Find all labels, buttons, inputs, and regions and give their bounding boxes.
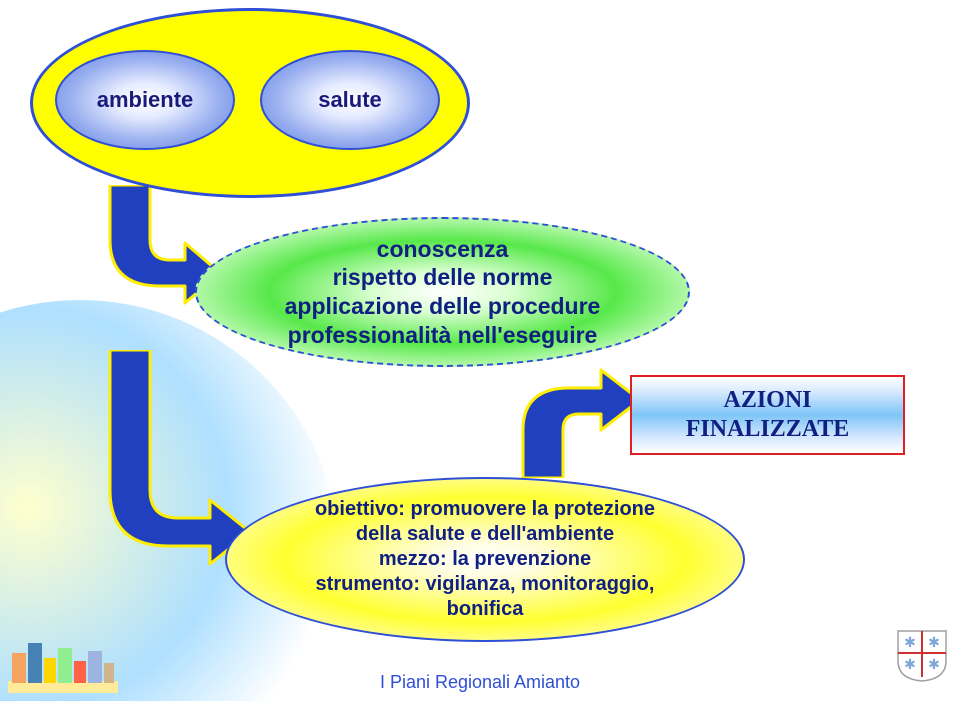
cityscape-icon [8, 633, 118, 693]
obj-line5: bonifica [447, 597, 524, 622]
emblem-icon: ✱ ✱ ✱ ✱ [894, 627, 950, 683]
dashed-line2: rispetto delle norme [333, 263, 553, 292]
svg-text:✱: ✱ [904, 656, 916, 672]
obj-line2: della salute e dell'ambiente [356, 522, 614, 547]
svg-text:✱: ✱ [928, 656, 940, 672]
pill-salute-label: salute [318, 87, 382, 113]
obj-line1: obiettivo: promuovere la protezione [315, 497, 655, 522]
pill-ambiente: ambiente [55, 50, 235, 150]
svg-text:✱: ✱ [904, 634, 916, 650]
footer-text: I Piani Regionali Amianto [0, 672, 960, 693]
dashed-line4: professionalità nell'eseguire [288, 321, 598, 350]
svg-text:✱: ✱ [928, 634, 940, 650]
objective-ellipse: obiettivo: promuovere la protezione dell… [225, 477, 745, 642]
pill-salute: salute [260, 50, 440, 150]
dashed-ellipse: conoscenza rispetto delle norme applicaz… [195, 217, 690, 367]
arrow-3 [505, 368, 640, 478]
azioni-line1: AZIONI [723, 386, 811, 415]
diagram-stage: ambiente salute conoscenza rispetto dell… [0, 0, 960, 701]
obj-line3: mezzo: la prevenzione [379, 547, 591, 572]
dashed-line3: applicazione delle procedure [285, 292, 601, 321]
azioni-box: AZIONI FINALIZZATE [630, 375, 905, 455]
dashed-line1: conoscenza [377, 235, 509, 264]
obj-line4: strumento: vigilanza, monitoraggio, [316, 572, 655, 597]
arrow-2 [90, 350, 250, 570]
pill-ambiente-label: ambiente [97, 87, 194, 113]
azioni-line2: FINALIZZATE [686, 415, 850, 444]
